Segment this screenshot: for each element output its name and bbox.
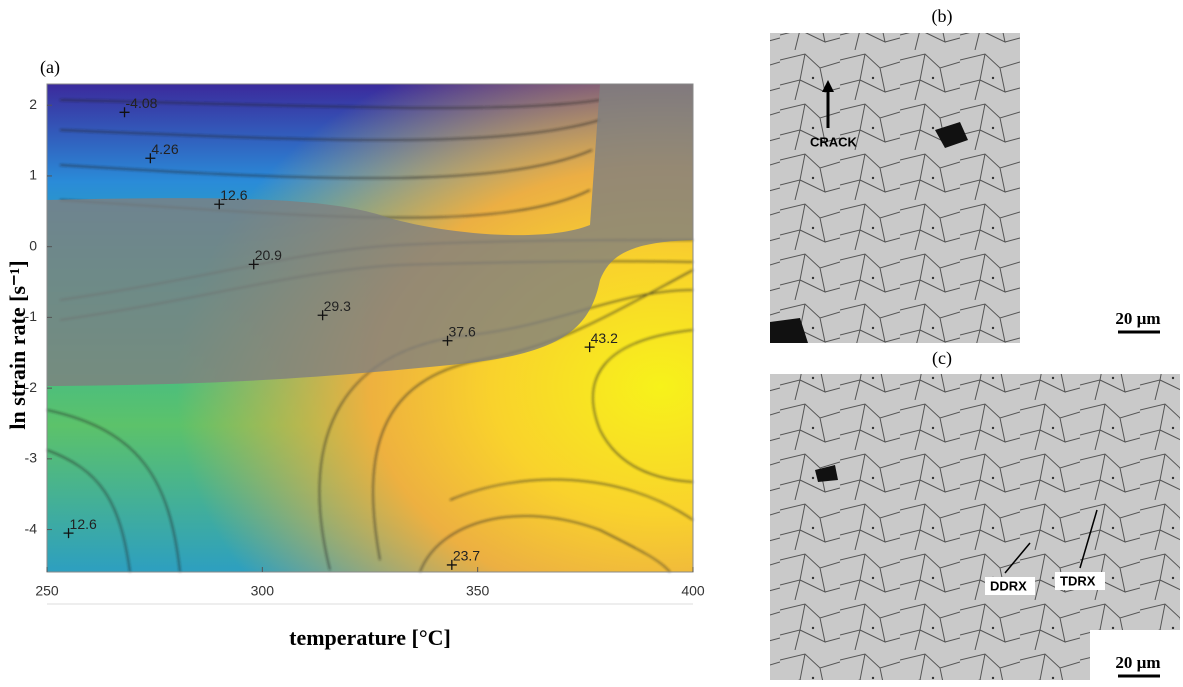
x-tick-label: 300 <box>251 583 275 599</box>
scale-label: 20 µm <box>1115 309 1160 328</box>
y-tick-label: 1 <box>29 167 37 183</box>
x-tick-label: 250 <box>35 583 59 599</box>
y-axis-label: ln strain rate [s⁻¹] <box>5 260 30 429</box>
scale-label: 20 µm <box>1115 653 1160 672</box>
level-label: -4.08 <box>126 95 158 111</box>
micrograph-b: (b) CRACK 20 µm <box>770 6 1161 343</box>
annotation: DDRX <box>990 578 1027 593</box>
micrograph <box>770 33 1020 343</box>
level-label: 43.2 <box>591 330 618 346</box>
level-label: 12.6 <box>220 187 247 203</box>
x-axis-label: temperature [°C] <box>289 625 451 650</box>
y-tick-label: -1 <box>25 308 38 324</box>
level-label: 29.3 <box>324 298 351 314</box>
level-label: 37.6 <box>449 323 476 339</box>
y-tick-label: 2 <box>29 96 37 112</box>
panel-label: (a) <box>40 57 60 78</box>
figure: (a) temperature [°C] ln strain rate [s⁻¹… <box>0 0 1183 682</box>
y-tick-label: 0 <box>29 237 37 253</box>
panel-label: (c) <box>932 348 952 369</box>
x-tick-label: 400 <box>681 583 705 599</box>
y-tick-label: -3 <box>25 450 38 466</box>
annotation: TDRX <box>1060 573 1096 588</box>
x-tick-label: 350 <box>466 583 490 599</box>
annotation: CRACK <box>810 134 858 149</box>
y-tick-label: -4 <box>25 520 38 536</box>
micrograph-c: (c) DDRX TDRX 20 µm <box>770 348 1180 680</box>
y-tick-label: -2 <box>25 379 38 395</box>
level-label: 12.6 <box>70 516 97 532</box>
panel-label: (b) <box>932 6 953 27</box>
level-label: 4.26 <box>151 141 178 157</box>
level-label: 20.9 <box>255 247 282 263</box>
plot-area <box>47 84 693 572</box>
level-label: 23.7 <box>453 548 480 564</box>
